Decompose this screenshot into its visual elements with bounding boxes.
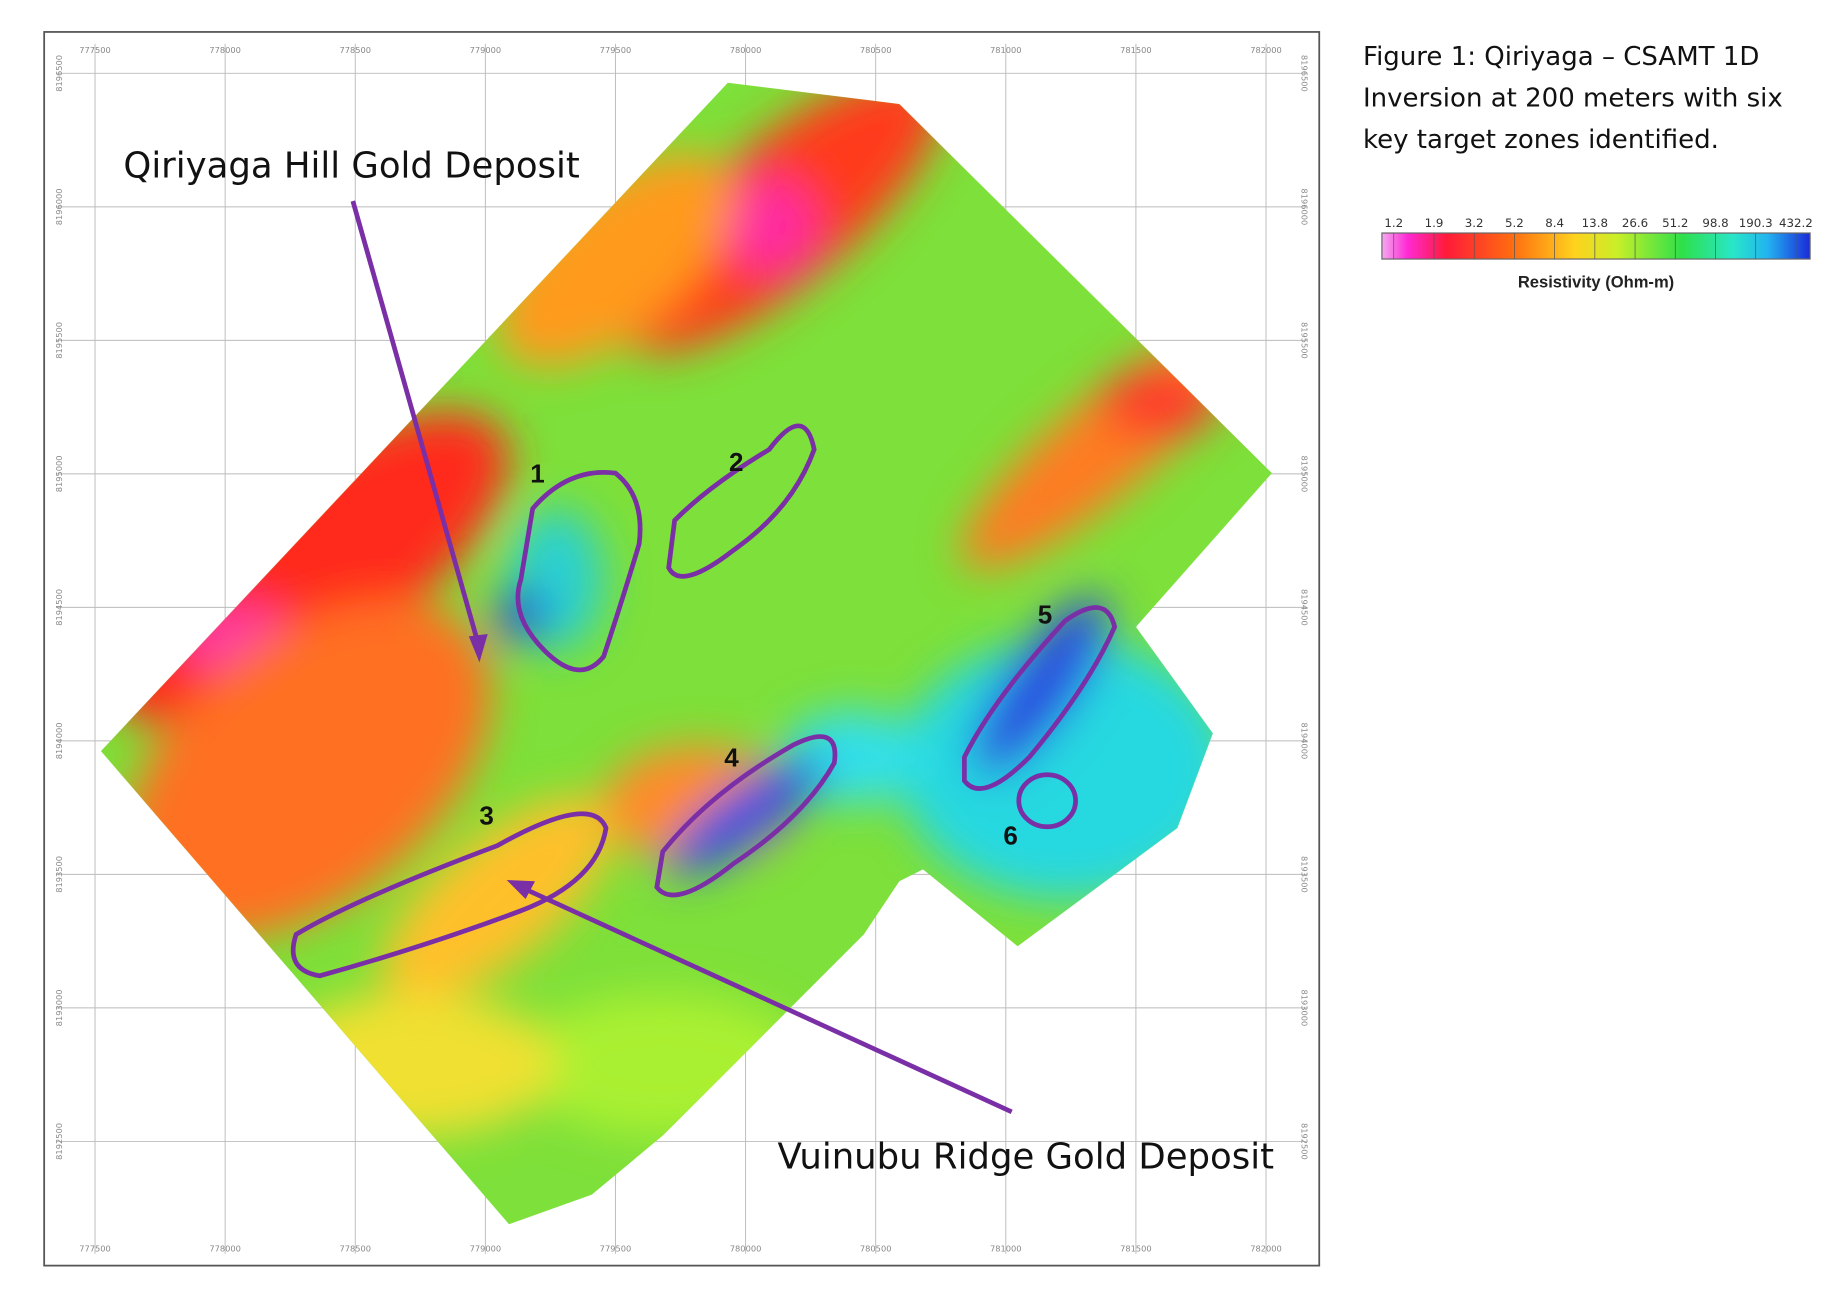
caption-line: key target zones identified. [1363,125,1719,155]
northing-label: 8195500 [54,322,64,359]
colorbar-ticks: 1.2 1.9 3.2 5.2 8.4 13.8 26.6 51.2 98.8 190.3 432.… [1384,216,1813,260]
northing-label: 8194500 [54,589,64,626]
colorbar-tick-label: 51.2 [1662,216,1688,230]
easting-label: 780500 [860,45,892,55]
zone-outline [666,423,817,579]
easting-label: 778500 [339,1243,371,1253]
annotation: Vuinubu Ridge Gold Deposit [778,1137,1275,1178]
colorbar-tick-label: 13.8 [1582,216,1608,230]
easting-label: 782000 [1250,45,1282,55]
northing-label: 8195000 [1300,455,1310,492]
easting-label: 782000 [1250,1243,1282,1253]
northing-label: 8196000 [54,188,64,225]
easting-label: 779000 [470,1243,502,1253]
colorbar-tick-label: 3.2 [1465,216,1484,230]
northing-label: 8194000 [54,722,64,759]
northing-label: 8193000 [54,990,64,1027]
northing-label: 8195000 [54,455,64,492]
easting-label: 777500 [79,45,111,55]
zone-outline [962,605,1118,791]
colorbar-tick-label: 5.2 [1505,216,1524,230]
colorbar-tick-label: 432.2 [1779,216,1813,230]
northing-label: 8193000 [1300,990,1310,1027]
northing-label: 8196500 [1300,55,1310,92]
easting-label: 778000 [209,1243,241,1253]
northing-label: 8196000 [1300,188,1310,225]
northing-label: 8194500 [1300,589,1310,626]
arrow-head [506,880,536,899]
easting-label: 779000 [470,45,502,55]
arrow [350,200,482,649]
zone-number: 1 [530,459,544,489]
zone-number: 5 [1038,599,1052,629]
zone-number: 4 [724,742,739,772]
easting-label: 781500 [1120,45,1152,55]
northing-label: 8194000 [1300,722,1310,759]
colorbar-tick-label: 8.4 [1545,216,1564,230]
arrow [519,884,1013,1114]
zone-outline [515,470,643,673]
colorbar-tick-label: 98.8 [1702,216,1728,230]
annotation: Qiriyaga Hill Gold Deposit [123,145,579,186]
arrow-head [468,633,488,663]
easting-label: 780000 [730,1243,762,1253]
northing-label: 8196500 [54,55,64,92]
northing-label: 8193500 [1300,856,1310,893]
zone-outline [1016,772,1078,830]
easting-label: 778500 [339,45,371,55]
northing-label: 8195500 [1300,322,1310,359]
zone-number: 6 [1003,821,1017,851]
colorbar [1381,232,1811,260]
easting-label: 781500 [1120,1243,1152,1253]
colorbar-tick-label: 1.2 [1384,216,1403,230]
easting-label: 780500 [860,1243,892,1253]
easting-label: 777500 [79,1243,111,1253]
zone-outline [654,734,838,898]
colorbar-tick-label: 190.3 [1739,216,1773,230]
caption-line: Inversion at 200 meters with six [1363,83,1783,113]
easting-label: 781000 [990,45,1022,55]
zone-number: 2 [729,447,743,477]
northing-label: 8192500 [54,1123,64,1160]
easting-label: 779500 [600,45,632,55]
northing-label: 8193500 [54,856,64,893]
easting-label: 781000 [990,1243,1022,1253]
colorbar-tick-label: 26.6 [1622,216,1648,230]
easting-label: 779500 [600,1243,632,1253]
zone-outline [290,811,609,979]
easting-label: 780000 [730,45,762,55]
colorbar-tick-label: 1.9 [1425,216,1444,230]
zone-number: 3 [479,800,493,830]
colorbar-label: Resistivity (Ohm-m) [1518,272,1674,291]
easting-label: 778000 [209,45,241,55]
northing-label: 8192500 [1300,1123,1310,1160]
caption-line: Figure 1: Qiriyaga – CSAMT 1D [1363,42,1759,72]
